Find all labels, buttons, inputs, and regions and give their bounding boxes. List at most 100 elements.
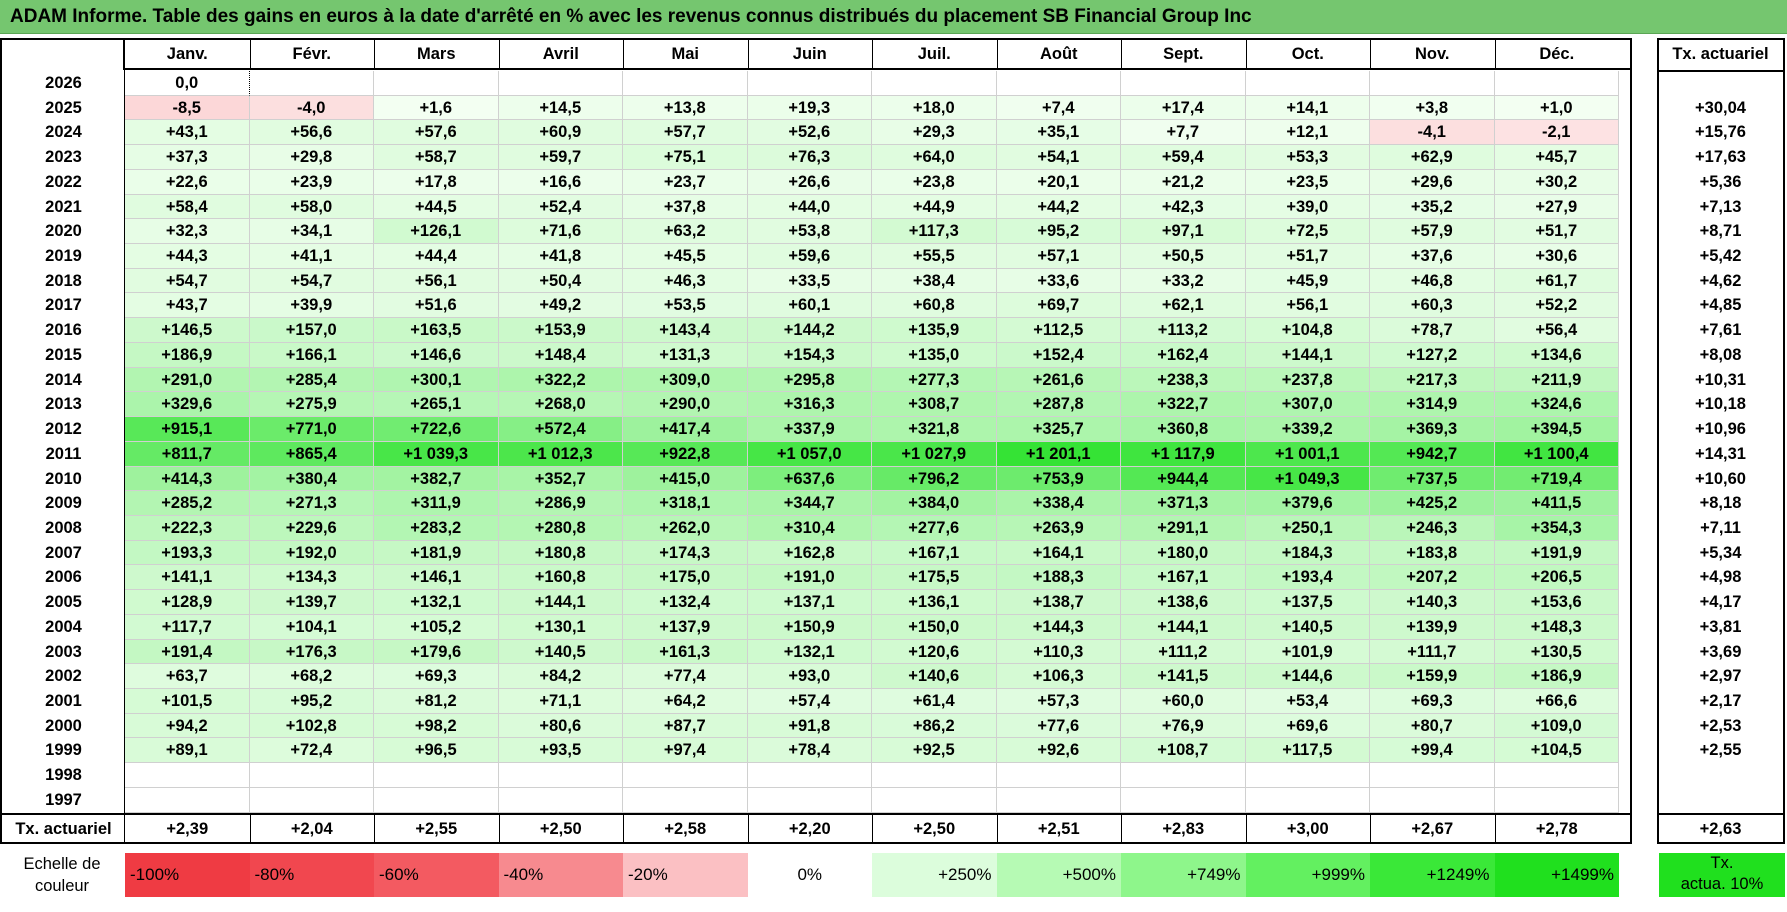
table-cell: +20,1 bbox=[996, 169, 1121, 195]
table-cell: +93,5 bbox=[498, 738, 623, 764]
scale-swatch: -80% bbox=[249, 853, 374, 897]
table-cell: +35,1 bbox=[996, 120, 1121, 146]
table-cell: +33,2 bbox=[1121, 268, 1246, 294]
table-cell: +318,1 bbox=[623, 491, 748, 516]
table-cell: +117,3 bbox=[872, 219, 997, 245]
table-cell: +379,6 bbox=[1245, 491, 1370, 516]
table-cell: +186,9 bbox=[1494, 664, 1619, 689]
table-cell: +1 057,0 bbox=[747, 441, 872, 467]
year-label: 2008 bbox=[45, 518, 82, 537]
table-cell: +23,5 bbox=[1245, 169, 1370, 195]
table-cell: +56,1 bbox=[1245, 293, 1370, 319]
table-cell: +68,2 bbox=[249, 664, 374, 689]
table-cell: +263,9 bbox=[996, 515, 1121, 541]
table-cell bbox=[498, 763, 623, 788]
table-cell: +53,8 bbox=[747, 219, 872, 245]
scale-label-line1: Echelle de bbox=[23, 855, 101, 873]
table-cell: +57,6 bbox=[374, 120, 499, 146]
footer-rate-cell: +2,04 bbox=[290, 819, 333, 838]
table-cell: +77,4 bbox=[623, 664, 748, 689]
table-cell: +97,4 bbox=[623, 738, 748, 764]
table-cell: +39,0 bbox=[1245, 194, 1370, 220]
table-cell: +75,1 bbox=[623, 145, 748, 170]
annual-rate-cell: +5,36 bbox=[1699, 172, 1742, 191]
table-cell: +34,1 bbox=[249, 219, 374, 245]
table-cell: +139,9 bbox=[1370, 614, 1495, 640]
table-cell: +285,4 bbox=[249, 367, 374, 393]
table-cell: +41,8 bbox=[498, 244, 623, 269]
year-label: 2011 bbox=[45, 444, 82, 463]
table-cell bbox=[249, 71, 374, 96]
table-cell: +246,3 bbox=[1370, 515, 1495, 541]
table-cell: +127,2 bbox=[1370, 342, 1495, 368]
table-cell: +14,1 bbox=[1245, 95, 1370, 121]
table-cell: +49,2 bbox=[498, 293, 623, 319]
year-label: 2025 bbox=[45, 98, 82, 117]
table-cell bbox=[1245, 787, 1370, 813]
table-cell: +1 100,4 bbox=[1494, 441, 1619, 467]
table-cell: +176,3 bbox=[249, 639, 374, 665]
table-cell: +77,6 bbox=[996, 713, 1121, 739]
table-cell bbox=[996, 787, 1121, 813]
table-cell: +37,8 bbox=[623, 194, 748, 220]
annual-header: Tx. actuariel bbox=[1672, 45, 1769, 63]
table-cell: +41,1 bbox=[249, 244, 374, 269]
month-divider bbox=[1370, 40, 1371, 68]
annual-rate-cell: +7,11 bbox=[1700, 518, 1741, 537]
table-cell: +19,3 bbox=[747, 95, 872, 121]
table-cell: +425,2 bbox=[1370, 491, 1495, 516]
table-cell: +69,6 bbox=[1245, 713, 1370, 739]
month-divider bbox=[747, 40, 749, 68]
footer-month-divider bbox=[1494, 814, 1496, 843]
year-label: 2015 bbox=[45, 345, 82, 364]
table-cell: +309,0 bbox=[623, 367, 748, 393]
table-cell: +44,9 bbox=[872, 194, 997, 220]
table-cell: +39,9 bbox=[249, 293, 374, 319]
table-cell bbox=[498, 71, 623, 96]
table-cell: +56,6 bbox=[249, 120, 374, 146]
scale-swatch: +999% bbox=[1245, 853, 1370, 897]
table-cell: +179,6 bbox=[374, 639, 499, 665]
table-cell: +59,4 bbox=[1121, 145, 1246, 170]
month-divider bbox=[498, 40, 500, 68]
table-cell: +44,3 bbox=[125, 244, 250, 269]
scale-swatch: -100% bbox=[125, 853, 250, 897]
year-label: 2017 bbox=[45, 296, 82, 315]
table-cell: +1,0 bbox=[1494, 95, 1619, 121]
table-cell: +61,4 bbox=[872, 689, 997, 714]
table-cell: +143,4 bbox=[623, 318, 748, 343]
year-label: 2012 bbox=[45, 420, 82, 439]
year-label: 2002 bbox=[45, 667, 82, 686]
table-cell: +57,1 bbox=[996, 244, 1121, 269]
table-cell: +1 039,3 bbox=[374, 441, 499, 467]
table-cell: +54,1 bbox=[996, 145, 1121, 170]
table-cell: +117,5 bbox=[1245, 738, 1370, 764]
table-cell: +140,5 bbox=[1245, 614, 1370, 640]
table-cell bbox=[1245, 71, 1370, 96]
table-cell bbox=[1121, 787, 1246, 813]
table-cell: +43,7 bbox=[125, 293, 250, 319]
table-cell: +108,7 bbox=[1121, 738, 1246, 764]
table-cell: +180,8 bbox=[498, 540, 623, 566]
table-cell: +141,1 bbox=[125, 565, 250, 591]
table-cell bbox=[249, 763, 374, 788]
table-cell: +146,5 bbox=[125, 318, 250, 343]
table-cell: +72,5 bbox=[1245, 219, 1370, 245]
annual-rate-cell bbox=[1659, 788, 1782, 813]
table-cell: +76,3 bbox=[747, 145, 872, 170]
table-cell: +81,2 bbox=[374, 689, 499, 714]
table-cell: +46,3 bbox=[623, 268, 748, 294]
annual-rate-cell: +7,13 bbox=[1699, 197, 1742, 216]
table-cell: +62,1 bbox=[1121, 293, 1246, 319]
month-divider bbox=[1245, 40, 1247, 68]
table-cell: +69,7 bbox=[996, 293, 1121, 319]
table-cell: +89,1 bbox=[125, 738, 250, 764]
table-cell: +138,7 bbox=[996, 590, 1121, 615]
table-cell: +94,2 bbox=[125, 713, 250, 739]
table-cell bbox=[623, 787, 748, 813]
table-cell: +62,9 bbox=[1370, 145, 1495, 170]
table-cell bbox=[498, 787, 623, 813]
table-cell: +71,6 bbox=[498, 219, 623, 245]
table-cell: +286,9 bbox=[498, 491, 623, 516]
scale-swatch: 0% bbox=[747, 853, 872, 897]
